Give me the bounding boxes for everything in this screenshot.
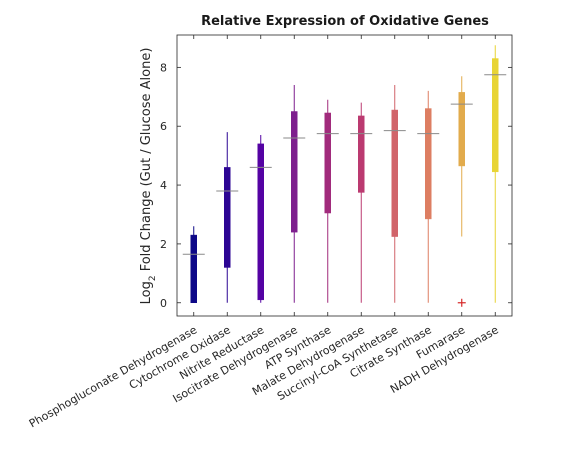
box-body	[324, 112, 331, 214]
y-tick-label: 0	[160, 297, 167, 310]
y-axis-label-rest: Fold Change (Gut / Glucose Alone)	[139, 48, 154, 276]
plot-frame	[176, 34, 513, 317]
y-tick-label: 4	[160, 179, 167, 192]
y-tick-label: 6	[160, 120, 167, 133]
box-body	[224, 167, 231, 268]
box-body	[391, 109, 398, 237]
y-tick-label: 2	[160, 238, 167, 251]
box-body	[291, 111, 298, 233]
y-axis-label: Log2 Fold Change (Gut / Glucose Alone)	[139, 48, 158, 305]
box-body	[257, 143, 264, 301]
x-category-label: Phosphogluconate Dehydrogenase	[27, 323, 200, 430]
y-axis-label-prefix: Log	[139, 281, 154, 304]
box-body	[458, 92, 465, 167]
box-body	[492, 58, 499, 173]
chart-title: Relative Expression of Oxidative Genes	[201, 14, 489, 29]
box-body	[358, 115, 365, 193]
y-tick-label: 8	[160, 61, 167, 74]
y-axis-label-subscript: 2	[148, 275, 158, 281]
box-body	[425, 108, 432, 220]
box-body	[190, 234, 197, 304]
